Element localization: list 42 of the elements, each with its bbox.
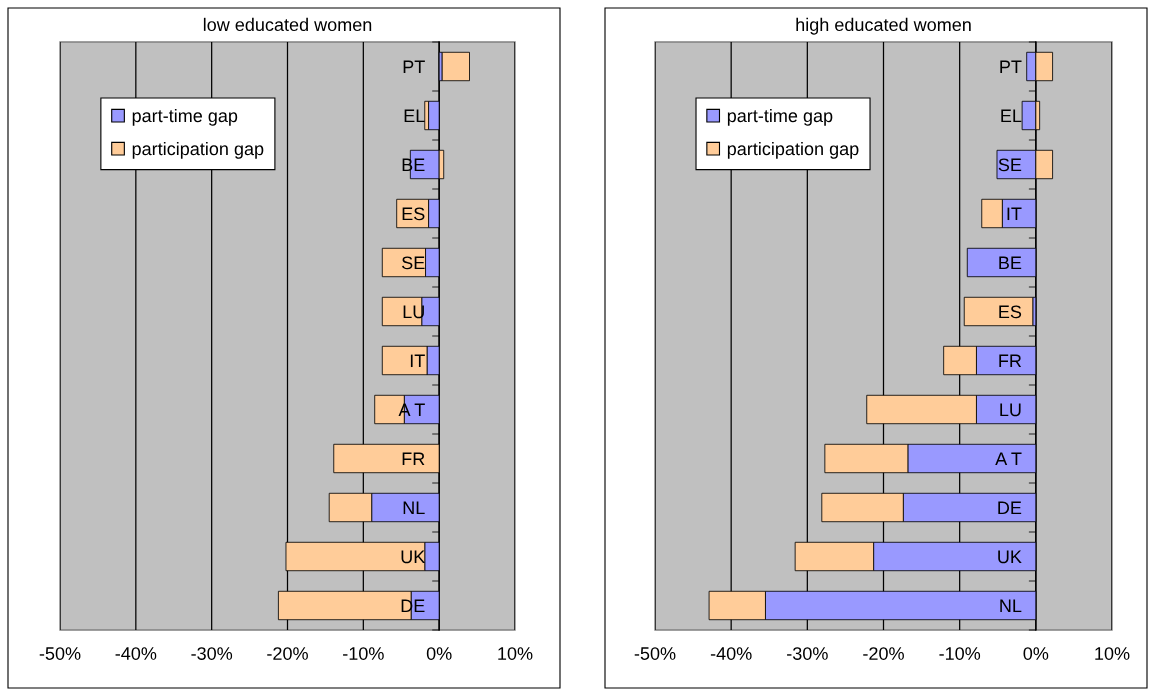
x-tick-label: 10% xyxy=(1095,647,1130,660)
x-tick-label: -50% xyxy=(39,647,81,660)
chart-title: high educated women xyxy=(796,17,971,35)
y-tick-label: BE xyxy=(999,256,1022,270)
y-tick-label: PT xyxy=(1000,60,1022,74)
x-tick-label: 10% xyxy=(498,647,533,660)
x-tick-label: -40% xyxy=(115,647,157,660)
y-tick-label: LU xyxy=(1000,403,1021,417)
legend-label: participation gap xyxy=(132,141,264,159)
y-tick-label: ES xyxy=(402,207,425,221)
y-tick-label: DE xyxy=(998,501,1022,515)
y-tick-label: SE xyxy=(402,256,425,270)
y-tick-label: PT xyxy=(403,60,425,74)
y-tick-label: A T xyxy=(995,452,1022,466)
y-tick-label: NL xyxy=(1000,599,1022,613)
y-tick-label: A T xyxy=(398,403,425,417)
y-tick-label: NL xyxy=(403,501,425,515)
bar xyxy=(1021,100,1037,131)
x-tick-label: -20% xyxy=(863,647,904,660)
x-tick-label: -30% xyxy=(787,647,828,660)
x-tick-label: -50% xyxy=(634,647,676,660)
x-tick-label: -10% xyxy=(939,647,981,660)
x-tick-label: -40% xyxy=(710,647,752,660)
y-tick-label: FR xyxy=(999,354,1022,368)
x-tick-label: -30% xyxy=(191,647,233,660)
y-tick-label: FR xyxy=(402,452,425,466)
legend-label: participation gap xyxy=(727,141,859,159)
bar xyxy=(441,51,470,82)
y-tick-label: EL xyxy=(1001,109,1022,123)
y-tick-label: IT xyxy=(1007,207,1022,221)
y-tick-label: SE xyxy=(998,158,1022,172)
y-tick-label: UK xyxy=(998,550,1022,564)
bar xyxy=(963,296,1034,327)
legend-label: part-time gap xyxy=(132,108,238,126)
x-tick-label: -10% xyxy=(343,647,384,660)
y-tick-label: IT xyxy=(410,354,425,368)
x-tick-label: -20% xyxy=(267,647,308,660)
chart-title: low educated women xyxy=(203,17,372,32)
x-tick-label: 0% xyxy=(1023,647,1049,660)
legend-label: part-time gap xyxy=(727,108,833,126)
x-tick-label: 0% xyxy=(426,647,452,660)
y-tick-label: ES xyxy=(999,305,1022,319)
